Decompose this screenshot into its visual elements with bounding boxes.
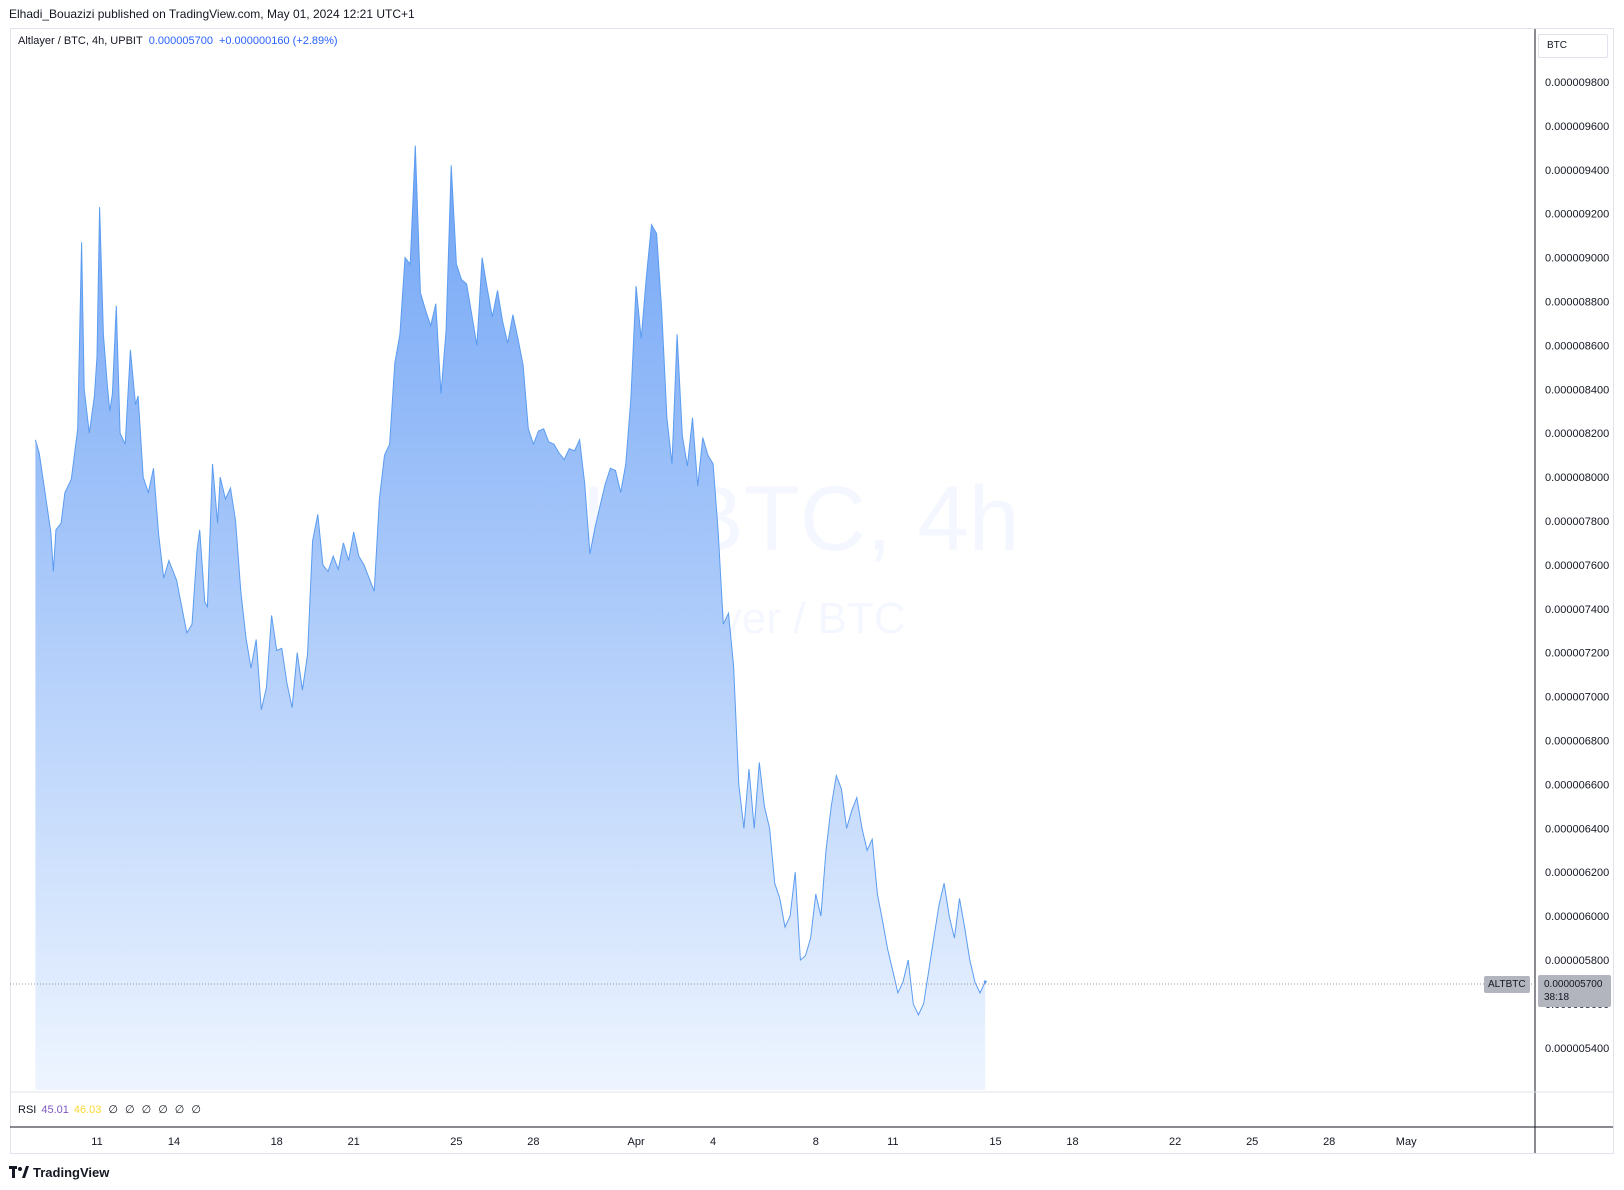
price-tick-label: 0.000005400 [1545,1043,1609,1055]
price-tick-label: 0.000008000 [1545,472,1609,484]
tradingview-logo-text: TradingView [33,1165,110,1180]
time-tick-label: 14 [168,1136,180,1148]
price-tick-label: 0.000009400 [1545,165,1609,177]
tradingview-logo[interactable]: TradingView [9,1165,109,1180]
time-tick-label: 4 [710,1136,716,1148]
rsi-na-6: ∅ [191,1104,201,1116]
rsi-ma-value: 46.03 [73,1104,102,1116]
price-tick-label: 0.000009800 [1545,77,1609,89]
legend-symbol: Altlayer / BTC, 4h, UPBIT [18,35,143,47]
last-price-value: 0.000005700 [1544,979,1603,990]
time-tick-label: 21 [348,1136,360,1148]
price-tick-label: 0.000009200 [1545,209,1609,221]
time-tick-label: 22 [1169,1136,1181,1148]
rsi-na-3: ∅ [141,1104,152,1116]
bar-countdown: 38:18 [1544,992,1570,1003]
price-tick-label: 0.000008800 [1545,297,1609,309]
price-tick-label: 0.000006200 [1545,867,1609,879]
rsi-na-5: ∅ [174,1104,185,1116]
price-tick-label: 0.000009000 [1545,253,1609,265]
time-tick-label: 28 [527,1136,539,1148]
time-tick-label: 18 [271,1136,283,1148]
time-tick-label: Apr [628,1136,645,1148]
time-tick-label: 25 [450,1136,462,1148]
tradingview-logo-icon [9,1166,29,1178]
price-area-fill [35,145,986,1090]
rsi-label: RSI [18,1104,37,1116]
price-tick-label: 0.000009600 [1545,121,1609,133]
rsi-value: 45.01 [41,1104,69,1116]
publisher-header: Elhadi_Bouazizi published on TradingView… [9,7,415,21]
time-tick-label: 15 [989,1136,1001,1148]
legend-change: +0.000000160 (+2.89%) [218,35,338,47]
price-tick-label: 0.000005800 [1545,955,1609,967]
price-tick-label: 0.000006600 [1545,779,1609,791]
rsi-na-4: ∅ [158,1104,168,1116]
time-tick-label: 11 [887,1136,898,1148]
price-tick-label: 0.000006800 [1545,736,1609,748]
time-tick-label: 28 [1323,1136,1335,1148]
price-tick-label: 0.000008400 [1545,384,1609,396]
time-tick-label: 8 [813,1136,819,1148]
time-tick-label: 25 [1246,1136,1258,1148]
price-tick-label: 0.000006000 [1545,911,1609,923]
currency-selector[interactable]: BTC [1538,34,1608,58]
symbol-legend: Altlayer / BTC, 4h, UPBIT 0.000005700 +0.0… [18,35,338,47]
last-price-point [983,980,987,984]
price-tick-label: 0.000007600 [1545,560,1609,572]
time-tick-label: 11 [91,1136,102,1148]
last-price-tag: 0.000005700 38:18 [1538,975,1611,1007]
rsi-na-2: ∅ [125,1104,135,1116]
rsi-legend[interactable]: RSI 45.01 46.03 ∅ ∅ ∅ ∅ ∅ ∅ [18,1103,201,1116]
price-series-line [34,145,986,1017]
rsi-na-1: ∅ [108,1104,118,1116]
legend-price: 0.000005700 [148,35,213,47]
chart-frame [10,28,1614,1154]
symbol-price-tag: ALTBTC [1484,976,1530,993]
price-tick-label: 0.000008200 [1545,428,1609,440]
price-tick-label: 0.000006400 [1545,823,1609,835]
time-tick-label: May [1396,1136,1417,1148]
time-tick-label: 18 [1066,1136,1078,1148]
price-tick-label: 0.000007800 [1545,516,1609,528]
price-tick-label: 0.000007200 [1545,648,1609,660]
price-tick-label: 0.000007400 [1545,604,1609,616]
price-tick-label: 0.000008600 [1545,340,1609,352]
price-tick-label: 0.000007000 [1545,692,1609,704]
